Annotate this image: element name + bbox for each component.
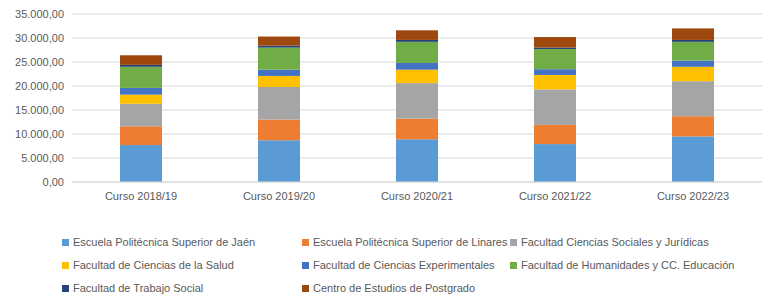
bar-segment: [120, 104, 162, 127]
bar-segment: [258, 48, 300, 70]
chart: 0,00 5.000,00 10.000,00 15.000,00 20.000,00 2…: [0, 0, 770, 307]
bar-segment: [672, 67, 714, 81]
category-label: Curso 2018/19: [105, 190, 177, 202]
legend-swatch: [62, 239, 69, 246]
legend-swatch: [510, 262, 517, 269]
tick-label: 0,00: [43, 176, 64, 188]
tick-label: 25.000,00: [15, 56, 64, 68]
bar-segment: [258, 37, 300, 46]
bar-segment: [534, 144, 576, 182]
bar-segment: [258, 76, 300, 87]
bar-segment: [120, 95, 162, 104]
bar-segment: [672, 28, 714, 40]
legend-swatch: [302, 239, 309, 246]
bar-segment: [258, 120, 300, 141]
bar-segment: [672, 136, 714, 182]
y-axis: 0,00 5.000,00 10.000,00 15.000,00 20.000,00 2…: [15, 8, 762, 188]
bars: [120, 28, 714, 182]
bar-segment: [258, 140, 300, 182]
bar-segment: [120, 67, 162, 88]
bar-segment: [672, 40, 714, 42]
legend-swatch: [510, 239, 517, 246]
legend-swatch: [302, 262, 309, 269]
bar-segment: [534, 48, 576, 49]
tick-label: 5.000,00: [21, 152, 64, 164]
bar-segment: [258, 87, 300, 120]
category-label: Curso 2019/20: [243, 190, 315, 202]
bar-segment: [534, 125, 576, 144]
legend-label: Facultad de Ciencias de la Salud: [73, 259, 234, 271]
legend-swatch: [62, 285, 69, 292]
bar-segment: [120, 126, 162, 145]
category-label: Curso 2020/21: [381, 190, 453, 202]
bar-segment: [258, 46, 300, 48]
bar-segment: [120, 88, 162, 95]
legend-label: Facultad de Trabajo Social: [73, 282, 203, 294]
bar-segment: [672, 116, 714, 136]
bar-segment: [396, 40, 438, 42]
bar-segment: [120, 65, 162, 67]
bar-segment: [120, 55, 162, 65]
bar-segment: [120, 145, 162, 182]
bar-segment: [396, 83, 438, 119]
bar-segment: [534, 89, 576, 125]
x-axis-line: [72, 182, 762, 183]
legend-label: Escuela Politécnica Superior de Jaén: [73, 236, 255, 248]
bar-segment: [534, 49, 576, 69]
bar-segment: [396, 42, 438, 63]
bar-segment: [534, 69, 576, 75]
bar-segment: [396, 30, 438, 40]
bar-segment: [672, 61, 714, 67]
bar-segment: [396, 119, 438, 140]
category-label: Curso 2022/23: [657, 190, 729, 202]
bar-segment: [534, 75, 576, 89]
legend-swatch: [302, 285, 309, 292]
bar-segment: [258, 70, 300, 76]
legend-label: Facultad de Ciencias Experimentales: [313, 259, 495, 271]
bar-segment: [396, 139, 438, 182]
bar-segment: [396, 63, 438, 70]
legend-swatch: [62, 262, 69, 269]
grid-line: [72, 14, 762, 15]
bar-segment: [396, 70, 438, 83]
tick-label: 30.000,00: [15, 32, 64, 44]
legend-label: Centro de Estudios de Postgrado: [313, 282, 475, 294]
legend-label: Facultad de Humanidades y CC. Educación: [521, 259, 734, 271]
bar-segment: [672, 42, 714, 61]
legend: Escuela Politécnica Superior de Jaén Escu…: [62, 236, 734, 294]
category-label: Curso 2021/22: [519, 190, 591, 202]
legend-label: Facultad Ciencias Sociales y Jurídicas: [521, 236, 709, 248]
tick-label: 10.000,00: [15, 128, 64, 140]
grid-line: [72, 182, 762, 183]
bar-segment: [534, 37, 576, 48]
tick-label: 20.000,00: [15, 80, 64, 92]
tick-label: 35.000,00: [15, 8, 64, 20]
tick-label: 15.000,00: [15, 104, 64, 116]
bar-segment: [672, 81, 714, 116]
legend-label: Escuela Politécnica Superior de Linares: [313, 236, 508, 248]
